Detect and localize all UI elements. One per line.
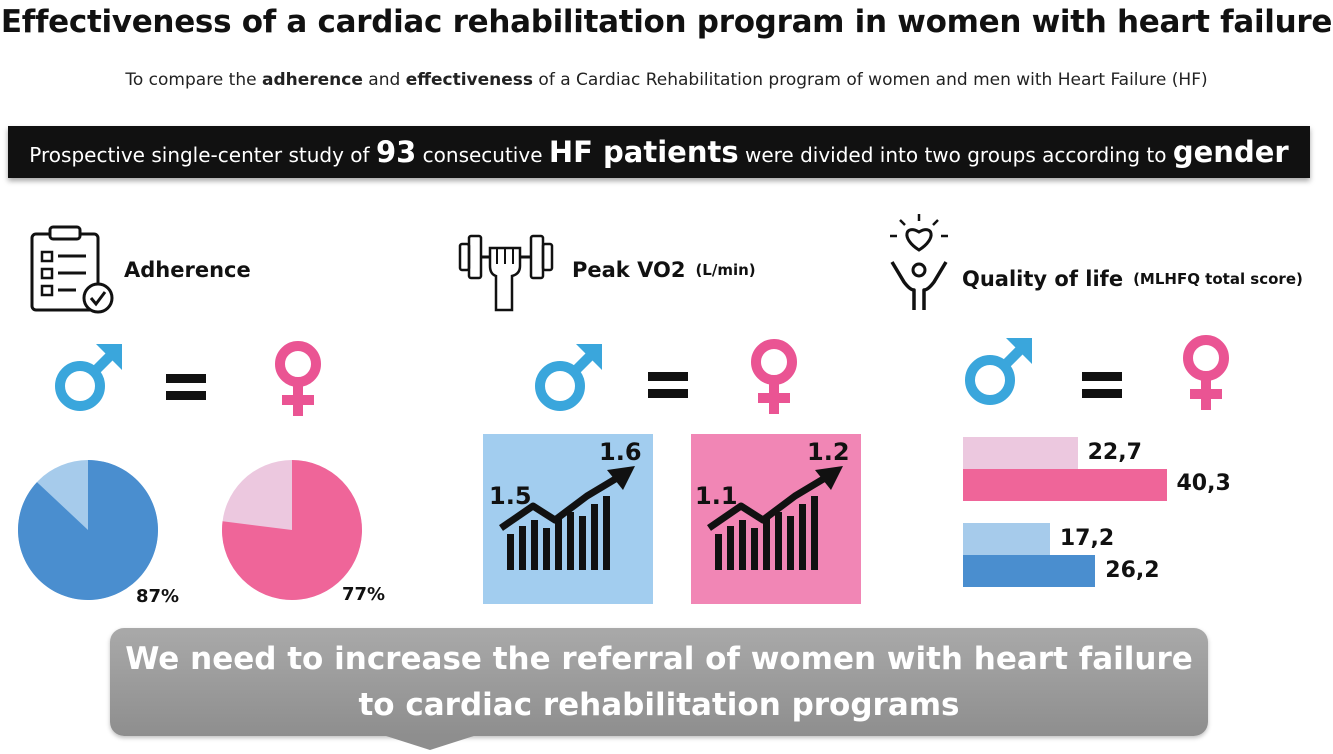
growth-chart-icon	[499, 466, 635, 570]
subtitle-pre: To compare the	[125, 70, 262, 90]
dumbbell-icon	[458, 234, 554, 312]
adherence-header: Adherence	[28, 224, 251, 316]
qol-unit: (MLHFQ total score)	[1133, 270, 1303, 288]
male-adherence-pct: 87%	[136, 586, 180, 607]
male-symbol-icon	[55, 344, 122, 411]
male-vo2-panel: 1.5 1.6	[483, 434, 653, 604]
callout-pointer	[380, 734, 480, 750]
equals-icon	[166, 374, 206, 400]
qol-label: Quality of life	[962, 267, 1124, 291]
clipboard-check-icon	[30, 225, 114, 314]
adherence-label: Adherence	[124, 258, 251, 282]
male-pie-adherence-slice	[17, 460, 158, 600]
heart-person-icon	[890, 214, 948, 310]
female-adherence-pie	[221, 460, 362, 600]
female-vo2-panel: 1.1 1.2	[691, 434, 861, 604]
female-pie-adherence-slice	[221, 460, 362, 600]
banner-text-1: Prospective single-center study of	[29, 143, 376, 167]
male-vo2-after: 1.6	[599, 438, 642, 466]
vo2-label: Peak VO2	[572, 258, 686, 282]
vo2-header: Peak VO2 (L/min)	[458, 226, 756, 314]
banner-text-3: were divided into two groups according t…	[738, 143, 1173, 167]
conclusion-line-1: We need to increase the referral of wome…	[125, 641, 1193, 677]
subtitle-mid: and	[362, 70, 406, 90]
subtitle-adherence: adherence	[261, 70, 363, 90]
qol-women-bar-dark	[963, 469, 1167, 501]
subtitle-post: of a Cardiac Rehabilitation program of w…	[533, 70, 1208, 90]
qol-women-value-dark: 40,3	[1176, 471, 1231, 496]
qol-women-value-light: 22,7	[1087, 440, 1142, 465]
subtitle: To compare the adherence and effectivene…	[0, 70, 1333, 90]
female-adherence-pct: 77%	[342, 584, 386, 605]
female-vo2-before: 1.1	[695, 482, 738, 510]
banner-text-2: consecutive	[416, 143, 549, 167]
qol-header: Quality of life (MLHFQ total score)	[886, 212, 1303, 312]
female-symbol-icon	[275, 341, 321, 416]
equals-icon	[648, 372, 688, 398]
vo2-unit: (L/min)	[695, 261, 756, 279]
growth-chart-icon	[707, 466, 843, 570]
page-title: Effectiveness of a cardiac rehabilitatio…	[0, 4, 1333, 40]
female-symbol-icon	[1183, 335, 1229, 410]
qol-men-bar-dark	[963, 555, 1096, 587]
banner-patient-count: 93	[375, 135, 417, 169]
study-banner: Prospective single-center study of 93 co…	[8, 126, 1310, 178]
qol-men-bar-light	[963, 523, 1050, 555]
subtitle-effectiveness: effectiveness	[405, 70, 534, 90]
conclusion-callout: We need to increase the referral of wome…	[110, 628, 1208, 736]
male-symbol-icon	[535, 344, 602, 411]
conclusion-line-2: to cardiac rehabilitation programs	[358, 687, 960, 723]
qol-women-bar-light	[963, 437, 1078, 469]
banner-gender: gender	[1172, 135, 1289, 169]
male-symbol-icon	[965, 338, 1032, 405]
male-adherence-pie	[17, 460, 158, 600]
female-symbol-icon	[751, 339, 797, 414]
equals-icon	[1082, 372, 1122, 398]
qol-men-value-dark: 26,2	[1105, 558, 1160, 583]
banner-hf-patients: HF patients	[548, 135, 739, 169]
qol-men-value-light: 17,2	[1059, 526, 1115, 551]
male-vo2-before: 1.5	[489, 482, 532, 510]
female-vo2-after: 1.2	[807, 438, 850, 466]
